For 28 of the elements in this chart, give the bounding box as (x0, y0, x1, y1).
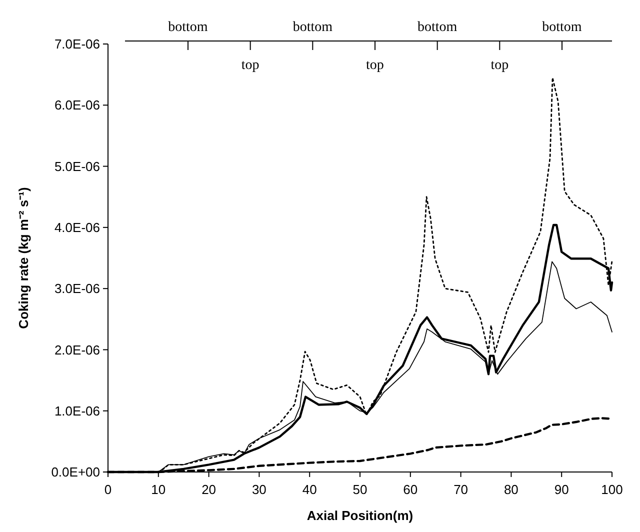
y-tick-label: 4.0E-06 (54, 220, 100, 235)
text: bottom (417, 20, 458, 35)
x-axis-title: Axial Position(m) (306, 508, 414, 523)
x-tick-label: 0 (104, 482, 112, 497)
y-axis-title: Coking rate (kg m⁻² s⁻¹) (16, 187, 31, 329)
y-tick-label: 2.0E-06 (54, 342, 100, 358)
x-tick-label: 50 (352, 482, 368, 497)
x-tick-label: 60 (403, 482, 418, 497)
x-tick-label: 30 (252, 482, 266, 497)
x-tick-label: 90 (554, 482, 569, 497)
x-tick-label: 70 (454, 482, 468, 497)
x-tick-label: 40 (302, 482, 317, 497)
y-tick-label: 3.0E-06 (54, 281, 100, 296)
annotation: top (241, 58, 260, 73)
x-tick-label: 80 (504, 482, 518, 497)
y-tick-label: 0.0E+00 (51, 464, 100, 480)
x-tick-label: 10 (151, 482, 166, 497)
y-tick-label: 5.0E-06 (54, 158, 100, 174)
y-tick-label: 1.0E-06 (54, 403, 100, 418)
annotation: top (366, 58, 384, 73)
y-tick-label: 6.0E-06 (54, 98, 100, 113)
text: bottom (292, 20, 333, 35)
x-tick-label: 20 (202, 482, 216, 497)
y-tick-label: 7.0E-06 (54, 36, 100, 52)
text: bottom (542, 20, 582, 35)
x-tick-label: 100 (601, 482, 623, 497)
text: bottom (168, 20, 208, 35)
annotation: top (490, 58, 509, 73)
